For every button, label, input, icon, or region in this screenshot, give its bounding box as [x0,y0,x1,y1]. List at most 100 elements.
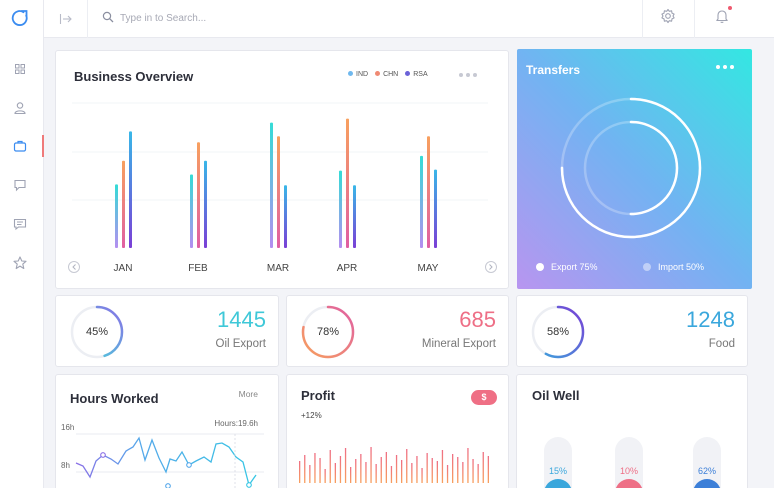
card-menu-button[interactable] [716,65,734,69]
gauge-label: 62% [698,466,716,476]
briefcase-icon[interactable] [12,138,28,154]
bar-ind-jan [115,184,118,248]
profit-bar [487,456,489,483]
import-arc [583,120,679,216]
gauge-track [693,437,721,488]
bar-rsa-may [434,169,437,248]
gauge-fill [615,479,643,488]
hours-worked-card: Hours Worked More Hours:19.6h 16h 8h [55,374,279,488]
profit-bar [477,464,479,483]
profit-bar [324,469,326,483]
collapse-sidebar-button[interactable] [44,0,88,38]
profit-bar [436,461,438,483]
hours-line-chart [75,433,264,488]
gauge-label: 10% [620,466,638,476]
stat-value: 1248 [686,307,735,332]
chart-prev-button[interactable] [68,261,80,273]
profit-bar [467,448,469,483]
profit-bar [416,456,418,483]
oil-well-gauges: 15% 10% 62% [544,437,721,488]
notifications-button[interactable] [694,0,746,38]
profit-bar [375,464,377,483]
profit-bar [462,462,464,483]
y-label-8h: 8h [61,461,70,470]
sidebar [0,0,44,488]
profit-bar [365,462,367,483]
bell-icon [716,10,728,24]
profit-bar [452,454,454,483]
card-menu-button[interactable] [459,73,477,77]
profit-bar [411,463,413,483]
active-indicator [42,135,44,157]
bar-ind-may [420,155,423,248]
profit-bar [390,466,393,483]
profit-bar [344,448,347,483]
mineral-export-card: 78% 685 Mineral Export [286,295,509,367]
profit-bar [360,454,362,483]
profit-bar [334,463,336,483]
legend-item-ind: IND [348,71,368,78]
app-logo-icon[interactable] [11,9,29,27]
bar-chn-may [427,136,430,248]
profit-bar [299,461,301,483]
search-input[interactable] [120,9,420,27]
profit-bar [380,457,382,483]
arrow-right-icon [59,14,72,24]
profit-bar [355,459,357,483]
user-icon[interactable] [12,100,28,116]
search-icon [102,11,114,23]
legend-item-rsa: RSA [405,71,428,78]
marker-label: Hours:19.6h [214,419,258,428]
chat-bubble-icon[interactable] [12,177,28,193]
profit-bar-chart [299,447,489,483]
more-link[interactable]: More [238,389,258,399]
bar-chn-feb [197,142,200,248]
transfers-ring-chart [560,97,702,239]
y-label-16h: 16h [61,423,75,432]
dollar-badge[interactable]: $ [471,390,497,405]
x-tick-label: MAY [418,263,439,274]
gauge-label: 15% [549,466,567,476]
x-tick-label: FEB [188,263,208,274]
profit-bar [406,449,408,483]
transfers-card: Transfers Export 75% Import 50% [517,49,752,289]
settings-button[interactable] [642,0,694,38]
stat-label: Oil Export [215,338,267,350]
chart-next-button[interactable] [485,261,497,273]
card-title: Business Overview [74,69,194,84]
profit-bar [329,450,331,483]
progress-ring [70,305,124,359]
stat-value: 685 [459,307,496,332]
dashboard-grid-icon[interactable] [12,61,28,77]
oil-export-card: 45% 1445 Oil Export [55,295,279,367]
card-title: Transfers [526,63,581,77]
chart-legend: IND CHN RSA [348,71,428,78]
bar-ind-apr [339,170,342,248]
star-icon[interactable] [12,255,28,271]
percent-label: 58% [546,326,570,338]
profit-bar [472,459,474,483]
profit-bar [304,455,306,483]
message-icon[interactable] [12,216,28,232]
business-overview-chart: JAN FEB MAR APR MAY [68,102,497,274]
profit-bar [395,455,398,483]
food-card: 58% 1248 Food [516,295,748,367]
stat-label: Mineral Export [421,338,496,350]
profit-bar [385,452,387,483]
profit-bar [350,467,352,483]
x-tick-label: JAN [114,263,133,274]
profit-bar [309,465,311,483]
profit-bar [370,447,372,483]
bar-chn-apr [346,118,349,248]
profit-change: +12% [301,411,322,420]
card-title: Profit [301,388,335,403]
notification-dot [728,6,732,10]
gauge-track [615,437,643,488]
profit-bar [441,450,444,483]
business-overview-card: Business Overview IND CHN RSA JAN FEB MAR A… [55,50,509,289]
stat-value: 1445 [217,307,266,332]
profit-bar [446,465,449,483]
profit-bar [421,468,423,483]
progress-ring [531,305,585,359]
profit-card: Profit $ +12% [286,374,509,488]
